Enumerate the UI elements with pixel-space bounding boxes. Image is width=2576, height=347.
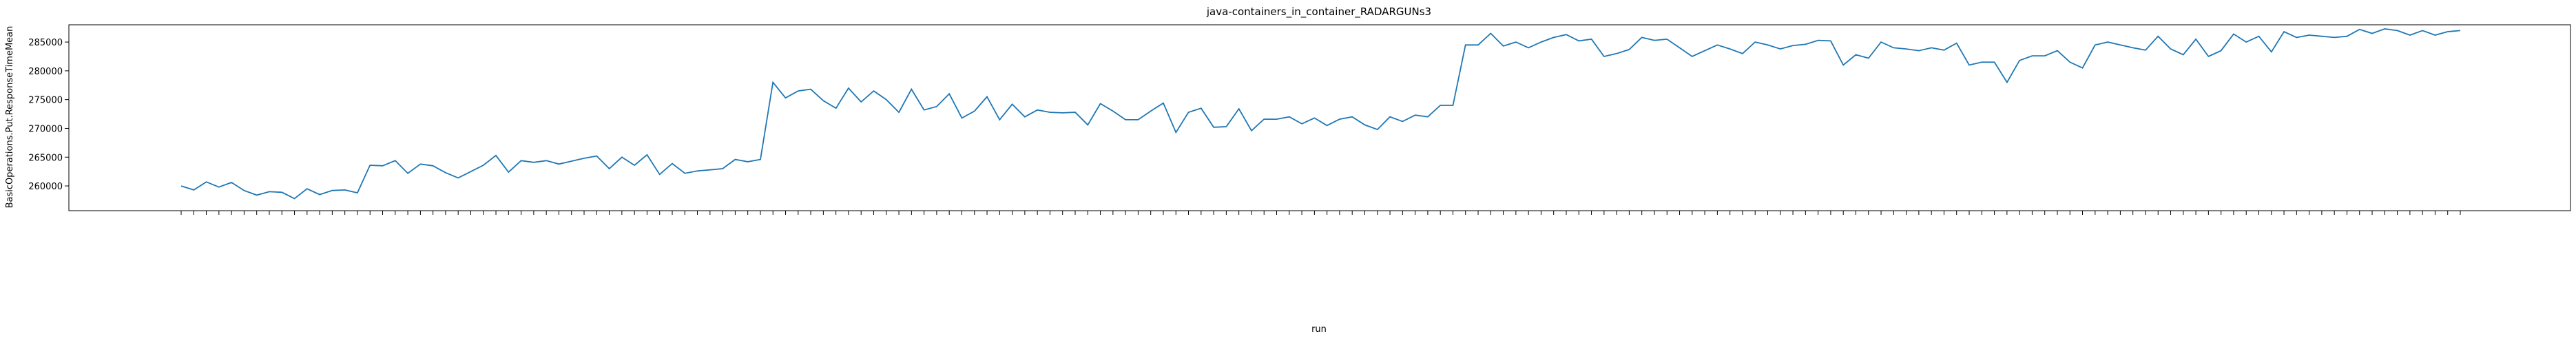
y-axis-label: BasicOperations.Put.ResponseTimeMean — [5, 26, 15, 209]
y-tick-label: 265000 — [28, 153, 63, 163]
y-tick-label: 280000 — [28, 67, 63, 77]
y-tick-label: 285000 — [28, 38, 63, 48]
plot-frame — [68, 24, 2571, 211]
chart-title: java-containers_in_container_RADARGUNs3 — [1206, 6, 1431, 19]
y-tick-label: 270000 — [28, 124, 63, 134]
data-line — [180, 28, 2461, 200]
y-tick-label: 260000 — [28, 182, 63, 192]
x-axis-label: run — [1311, 324, 1327, 335]
y-tick-label: 275000 — [28, 96, 63, 106]
